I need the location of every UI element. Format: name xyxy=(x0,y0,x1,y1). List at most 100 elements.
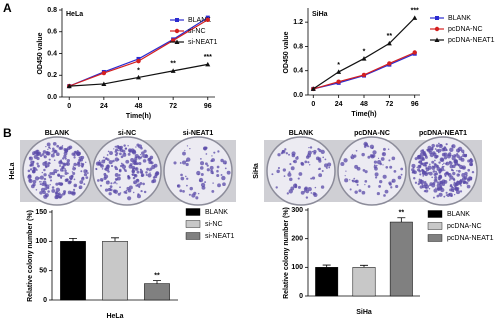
colony xyxy=(213,151,216,154)
legend-swatch xyxy=(427,222,443,230)
colony xyxy=(113,182,115,184)
colony xyxy=(443,195,446,198)
colony xyxy=(55,187,61,193)
colony xyxy=(107,170,110,173)
bar xyxy=(389,221,413,297)
colony xyxy=(39,191,43,195)
colony xyxy=(40,181,42,183)
colony xyxy=(358,189,362,193)
colony xyxy=(108,192,112,196)
colony xyxy=(414,157,418,161)
colony xyxy=(436,194,440,198)
colony xyxy=(39,175,44,180)
colony xyxy=(139,182,143,185)
colony xyxy=(62,175,64,177)
colony xyxy=(305,196,309,199)
colony xyxy=(351,157,353,159)
colony xyxy=(318,167,321,171)
colony xyxy=(53,159,56,162)
colony xyxy=(204,181,207,184)
colony xyxy=(324,163,329,168)
colony xyxy=(421,149,425,152)
colony xyxy=(289,177,293,182)
colony xyxy=(51,188,56,193)
colony xyxy=(303,187,308,192)
colony xyxy=(43,155,47,159)
colony xyxy=(439,157,444,162)
colony xyxy=(195,196,199,200)
colony xyxy=(439,180,443,185)
colony xyxy=(85,161,87,164)
colony xyxy=(140,154,142,156)
colony xyxy=(64,157,67,160)
colony xyxy=(435,170,437,173)
colony xyxy=(44,183,47,185)
colony xyxy=(451,156,456,161)
colony xyxy=(27,169,31,173)
colony xyxy=(113,148,115,150)
colony xyxy=(226,170,231,175)
colony xyxy=(434,159,436,162)
colony xyxy=(35,188,38,191)
colony xyxy=(353,154,357,158)
colony xyxy=(372,150,377,155)
colony xyxy=(429,152,435,158)
colony xyxy=(72,188,76,191)
colony xyxy=(118,169,122,173)
colony xyxy=(448,160,452,163)
colony xyxy=(127,188,132,193)
colony xyxy=(140,147,143,150)
colony xyxy=(364,183,366,186)
colony xyxy=(51,171,56,176)
colony xyxy=(351,179,354,182)
colony xyxy=(462,151,465,154)
colony xyxy=(297,156,299,158)
colony xyxy=(373,164,376,167)
colony xyxy=(304,160,308,164)
colony xyxy=(451,154,454,157)
error-bar xyxy=(111,237,119,242)
bar xyxy=(315,267,339,297)
colony xyxy=(113,181,117,184)
colony xyxy=(130,157,135,163)
colony xyxy=(135,146,137,148)
colony xyxy=(285,152,289,155)
well-label: BLANK xyxy=(289,130,314,137)
colony xyxy=(97,179,100,182)
colony xyxy=(196,170,201,176)
colony xyxy=(417,164,422,169)
colony xyxy=(182,189,185,193)
x-axis-label: SiHa xyxy=(356,309,372,316)
point xyxy=(386,40,392,46)
colony xyxy=(211,189,215,193)
colony xyxy=(435,172,438,176)
colony xyxy=(76,150,79,153)
colony xyxy=(449,188,452,192)
colony xyxy=(411,171,414,174)
colony xyxy=(356,166,361,171)
x-axis-label: Time(h) xyxy=(126,113,151,120)
colony xyxy=(114,157,119,162)
bar xyxy=(60,241,86,301)
colony xyxy=(122,149,126,153)
point xyxy=(361,72,367,78)
x-axis-label: Time(h) xyxy=(351,111,376,118)
colony xyxy=(141,155,144,157)
colony xyxy=(184,149,186,152)
well-label: si-NEAT1 xyxy=(183,130,214,137)
colony xyxy=(433,188,438,193)
colony xyxy=(189,186,193,191)
colony xyxy=(95,161,101,166)
colony xyxy=(411,163,416,168)
colony xyxy=(469,158,473,162)
colony xyxy=(114,177,118,181)
colony xyxy=(413,170,417,175)
x-tick-label: 24 xyxy=(335,101,343,108)
legend-label: BLANK xyxy=(205,209,228,216)
colony xyxy=(46,151,48,153)
colony xyxy=(83,173,88,177)
colony xyxy=(41,182,45,187)
colony xyxy=(422,171,426,175)
point xyxy=(205,61,211,67)
x-tick-label: 96 xyxy=(204,103,212,110)
